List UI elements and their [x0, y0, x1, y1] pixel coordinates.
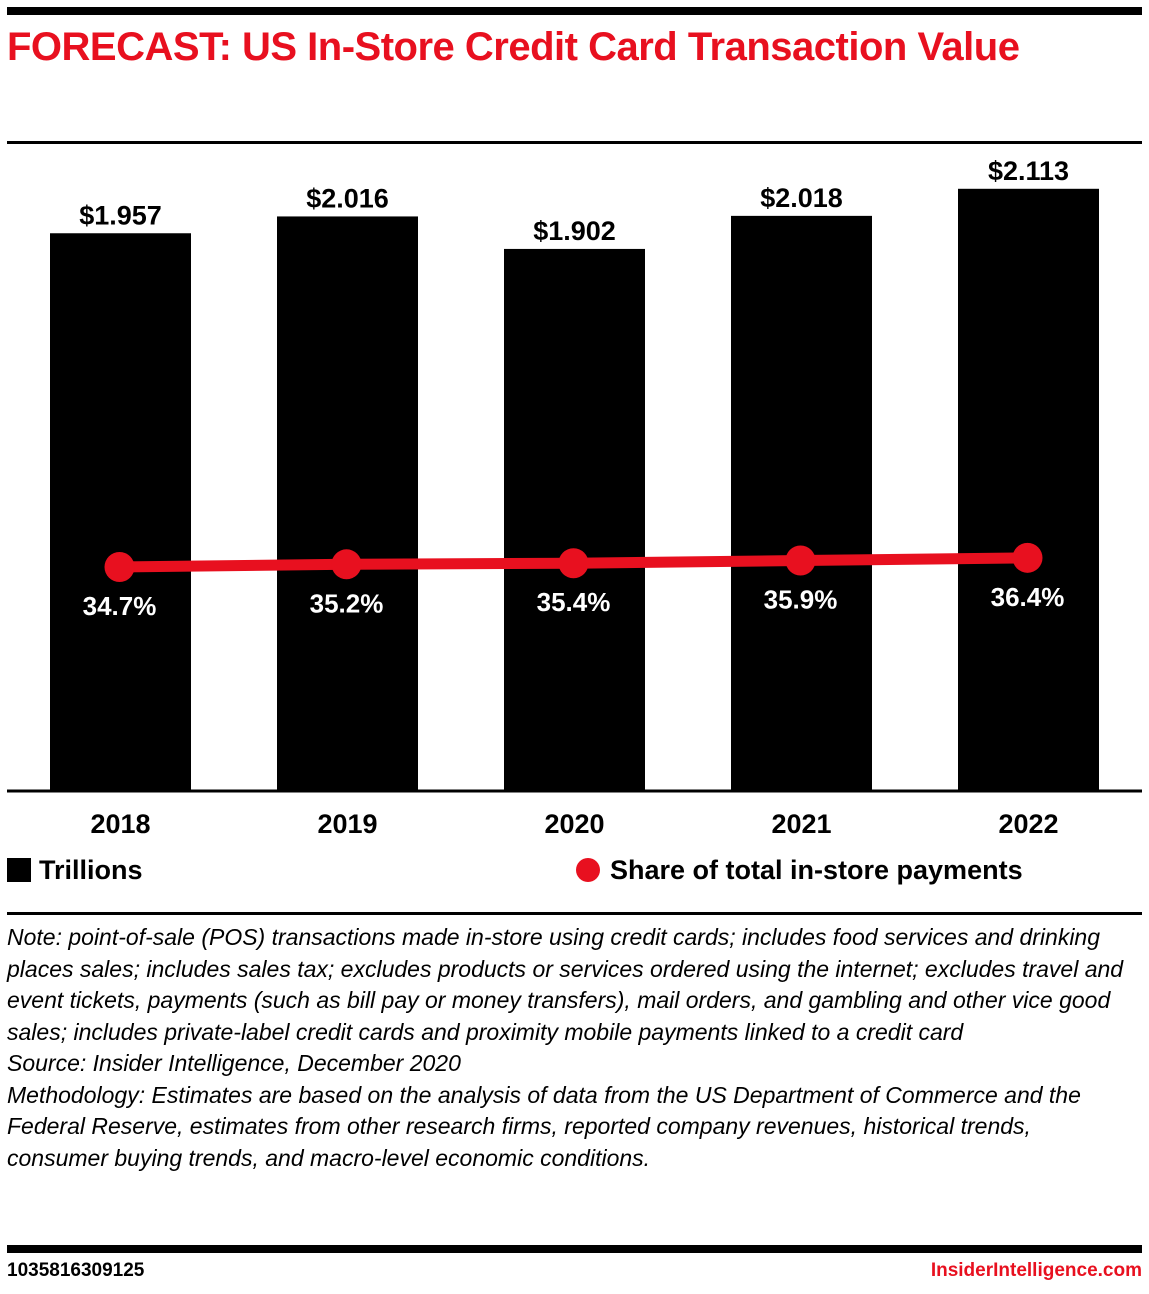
line-value-label: 35.4%: [537, 587, 611, 617]
line-value-label: 35.9%: [764, 585, 838, 615]
x-tick-label: 2019: [317, 809, 377, 839]
notes-block: Note: point-of-sale (POS) transactions m…: [7, 922, 1137, 1174]
legend-item-share: Share of total in-store payments: [576, 850, 1023, 890]
bottom-rule: [7, 1245, 1142, 1253]
bar-value-label: $1.902: [533, 216, 616, 246]
line-value-label: 34.7%: [83, 591, 157, 621]
line-value-label: 35.2%: [310, 588, 384, 618]
legend-item-trillions: Trillions: [7, 850, 143, 890]
methodology-text: Methodology: Estimates are based on the …: [7, 1081, 1081, 1171]
line-point-2018: [104, 552, 135, 582]
note-text: Note: point-of-sale (POS) transactions m…: [7, 924, 1124, 1045]
legend-dot-icon: [576, 858, 600, 882]
bar-value-label: $2.113: [988, 156, 1069, 186]
x-tick-label: 2020: [544, 809, 604, 839]
chart-id: 1035816309125: [7, 1260, 145, 1281]
bar-2021: [731, 215, 872, 791]
bar-value-label: $1.957: [79, 200, 162, 230]
bar-2019: [277, 216, 418, 791]
bar-value-label: $2.016: [306, 183, 389, 213]
line-point-2022: [1012, 542, 1043, 573]
bar-2018: [50, 233, 191, 791]
title-rule: [7, 141, 1142, 144]
legend-square-icon: [7, 858, 31, 882]
line-point-2021: [785, 545, 816, 576]
chart-title: FORECAST: US In-Store Credit Card Transa…: [7, 25, 1020, 69]
x-tick-label: 2022: [998, 809, 1058, 839]
x-tick-label: 2021: [771, 809, 831, 839]
line-point-2020: [558, 548, 589, 579]
bar-2022: [958, 188, 1099, 792]
legend-label-trillions: Trillions: [39, 854, 143, 885]
bar-value-label: $2.018: [760, 183, 843, 213]
legend-label-share: Share of total in-store payments: [610, 854, 1023, 885]
brand-link[interactable]: InsiderIntelligence.com: [930, 1260, 1142, 1281]
line-value-label: 36.4%: [991, 582, 1065, 612]
bar-2020: [504, 248, 645, 791]
top-rule: [7, 7, 1142, 15]
legend-rule: [7, 912, 1142, 915]
chart-area: $1.957 2018 34.7% $2.016 2019 35.2% $1.902 2020…: [7, 156, 1142, 839]
line-point-2019: [331, 549, 362, 580]
x-tick-label: 2018: [90, 809, 150, 839]
source-text: Source: Insider Intelligence, December 2…: [7, 1050, 461, 1076]
